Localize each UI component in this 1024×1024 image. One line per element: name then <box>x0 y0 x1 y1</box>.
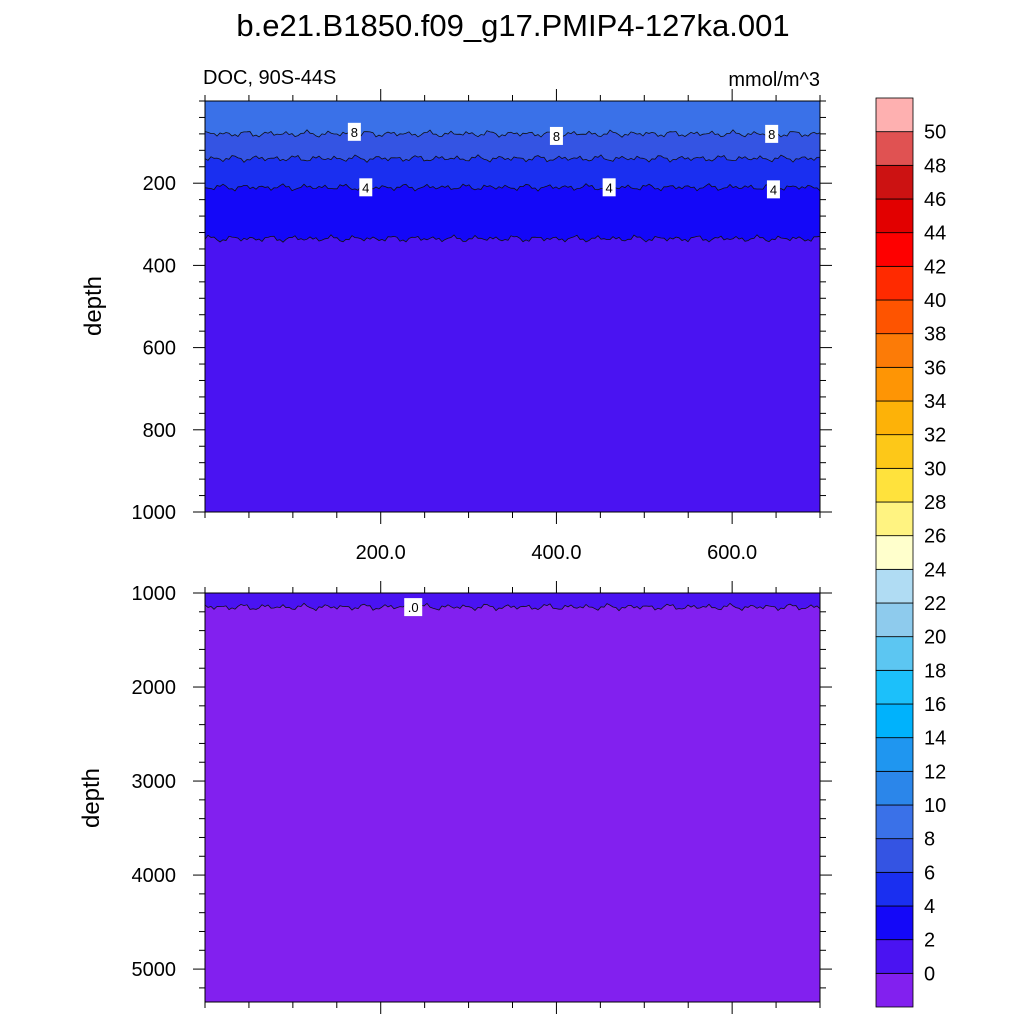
colorbar-swatch <box>875 737 914 772</box>
svg-text:.0: .0 <box>408 600 419 615</box>
colorbar-label: 12 <box>924 761 946 783</box>
colorbar-label: 10 <box>924 795 946 817</box>
colorbar-label: 42 <box>924 256 946 278</box>
y-tick-label: 4000 <box>132 865 177 887</box>
x-tick-label: 600.0 <box>707 542 757 564</box>
colorbar-label: 6 <box>924 862 935 884</box>
y-tick-label: 1000 <box>132 502 177 524</box>
contour-label: 8 <box>765 124 779 143</box>
colorbar-label: 50 <box>924 122 946 144</box>
colorbar-swatch <box>875 602 914 638</box>
y-tick-label: 5000 <box>132 959 177 981</box>
colorbar-label: 26 <box>924 526 946 548</box>
colorbar-swatch <box>875 905 914 941</box>
colorbar-swatch <box>875 501 914 537</box>
contour-line <box>205 602 820 612</box>
contour-line <box>205 234 820 243</box>
svg-text:8: 8 <box>553 129 560 144</box>
colorbar-label: 28 <box>924 492 946 514</box>
colorbar-swatch <box>875 972 914 1008</box>
contour-label: 8 <box>549 126 563 145</box>
units-label: mmol/m^3 <box>728 69 820 91</box>
svg-text:4: 4 <box>606 180 613 195</box>
colorbar-swatch <box>875 804 914 840</box>
colorbar-label: 0 <box>924 963 935 985</box>
figure-title: b.e21.B1850.f09_g17.PMIP4-127ka.001 <box>236 8 789 43</box>
x-tick-label: 400.0 <box>531 542 581 564</box>
upper-panel: 8 8 8 4 4 4 200 400 600 800 1000 200.0 400.0 600.0 <box>132 89 832 564</box>
lower-y-axis-label: depth <box>78 768 105 828</box>
colorbar-swatch <box>875 535 914 570</box>
colorbar-swatch <box>875 939 914 974</box>
contour-line <box>205 129 820 138</box>
colorbar-swatch <box>875 871 914 907</box>
colorbar-swatch <box>875 703 914 739</box>
y-tick-label: 400 <box>143 255 176 277</box>
colorbar-swatch <box>875 838 914 873</box>
colorbar-label: 40 <box>924 290 946 312</box>
y-tick-label: 200 <box>143 173 176 195</box>
x-tick-label: 200.0 <box>356 542 406 564</box>
colorbar-label: 22 <box>924 593 946 615</box>
colorbar-label: 34 <box>924 391 946 413</box>
variable-label: DOC, 90S-44S <box>203 67 336 89</box>
colorbar-swatch <box>875 669 914 705</box>
colorbar-label: 14 <box>924 728 946 750</box>
colorbar-label: 32 <box>924 425 946 447</box>
svg-text:4: 4 <box>362 180 369 195</box>
colorbar-swatch <box>875 97 914 133</box>
svg-text:8: 8 <box>351 125 358 140</box>
svg-text:4: 4 <box>770 182 777 197</box>
contour-fill-0-2 <box>205 603 820 1002</box>
y-tick-label: 800 <box>143 420 176 442</box>
colorbar-label: 38 <box>924 324 946 346</box>
colorbar-label: 16 <box>924 694 946 716</box>
colorbar-label: 18 <box>924 660 946 682</box>
colorbar-label: 30 <box>924 458 946 480</box>
contour-line <box>205 183 820 192</box>
contour-label: .0 <box>404 598 423 617</box>
y-tick-label: 3000 <box>132 771 177 793</box>
colorbar-swatch <box>875 400 914 436</box>
upper-y-axis-label: depth <box>80 276 107 336</box>
colorbar-swatch <box>875 265 914 301</box>
colorbar-swatch <box>875 198 914 234</box>
colorbar-label: 2 <box>924 930 935 952</box>
colorbar-label: 20 <box>924 627 946 649</box>
colorbar-swatch <box>875 333 914 368</box>
y-tick-label: 600 <box>143 338 176 360</box>
svg-text:8: 8 <box>768 127 775 142</box>
colorbar-swatch <box>875 299 914 335</box>
y-tick-label: 1000 <box>132 583 177 605</box>
contour-line <box>205 154 820 163</box>
colorbar-swatch <box>875 467 914 503</box>
colorbar-swatch <box>875 434 914 469</box>
colorbar-swatch <box>875 770 914 806</box>
colorbar-label: 46 <box>924 189 946 211</box>
colorbar-swatch <box>875 636 914 671</box>
colorbar: 0246810121416182022242628303234363840424… <box>875 97 946 1008</box>
colorbar-label: 44 <box>924 223 946 245</box>
colorbar-swatch <box>875 568 914 604</box>
colorbar-label: 48 <box>924 155 946 177</box>
colorbar-label: 36 <box>924 357 946 379</box>
lower-panel: .0 1000 2000 3000 4000 5000 <box>132 581 832 1014</box>
contour-label: 4 <box>602 178 616 197</box>
colorbar-label: 8 <box>924 829 935 851</box>
contour-fill-2-4 <box>205 234 820 512</box>
y-tick-label: 2000 <box>132 677 177 699</box>
contour-label: 4 <box>359 178 373 197</box>
colorbar-label: 24 <box>924 559 946 581</box>
colorbar-swatch <box>875 366 914 402</box>
colorbar-label: 4 <box>924 896 935 918</box>
colorbar-swatch <box>875 131 914 166</box>
colorbar-swatch <box>875 164 914 200</box>
contour-label: 8 <box>347 122 361 141</box>
colorbar-swatch <box>875 232 914 267</box>
contour-label: 4 <box>766 180 780 199</box>
